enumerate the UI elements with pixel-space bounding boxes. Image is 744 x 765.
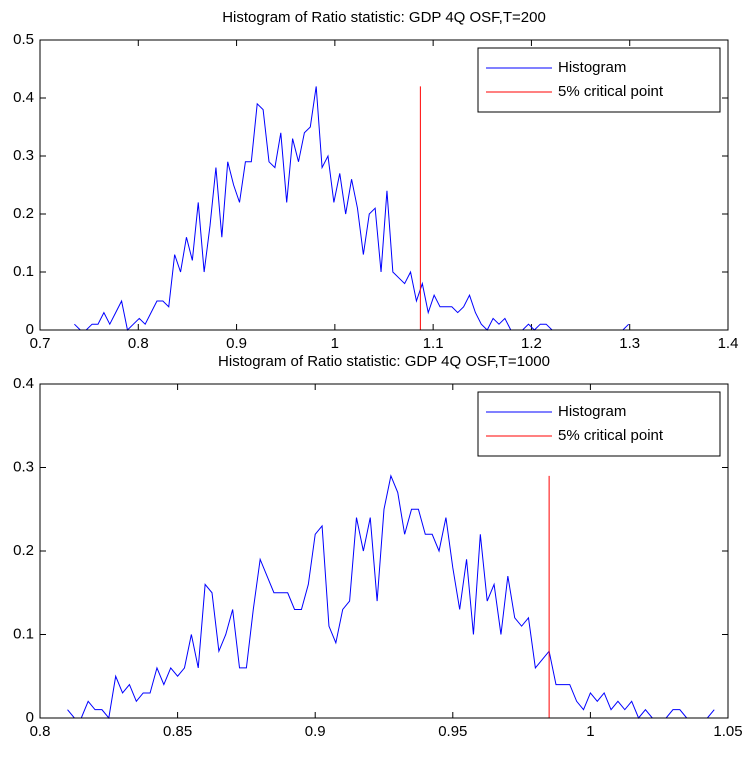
- y-tick-label: 0.4: [13, 375, 34, 392]
- axes-box: [39, 39, 729, 331]
- data-line: [67, 474, 715, 720]
- data-line: [74, 86, 630, 332]
- y-tick-label: 0.1: [13, 625, 34, 642]
- x-tick-label: 1.4: [718, 335, 739, 352]
- legend-label: Histogram: [558, 403, 626, 420]
- x-tick-label: 1: [586, 723, 594, 740]
- x-tick-label: 0.8: [128, 335, 149, 352]
- legend-box: [477, 47, 721, 113]
- y-tick-label: 0: [26, 709, 34, 726]
- legend-label: 5% critical point: [558, 83, 664, 100]
- y-tick-label: 0: [26, 321, 34, 338]
- y-tick-label: 0.2: [13, 542, 34, 559]
- legend-label: Histogram: [558, 59, 626, 76]
- chart-title: Histogram of Ratio statistic: GDP 4Q OSF…: [218, 353, 550, 370]
- x-tick-label: 0.9: [226, 335, 247, 352]
- x-tick-label: 0.7: [30, 335, 51, 352]
- x-tick-label: 1.3: [619, 335, 640, 352]
- y-tick-label: 0.3: [13, 458, 34, 475]
- x-tick-label: 0.95: [438, 723, 467, 740]
- x-tick-label: 1: [331, 335, 339, 352]
- x-tick-label: 1.2: [521, 335, 542, 352]
- x-tick-label: 1.05: [713, 723, 742, 740]
- y-tick-label: 0.1: [13, 263, 34, 280]
- legend: Histogram 5% critical point: [477, 391, 721, 457]
- axes-box: [39, 383, 729, 719]
- y-tick-label: 0.5: [13, 31, 34, 48]
- legend: Histogram 5% critical point: [477, 47, 721, 113]
- y-tick-label: 0.2: [13, 205, 34, 222]
- x-tick-label: 0.8: [30, 723, 51, 740]
- x-tick-label: 0.85: [163, 723, 192, 740]
- chart-title: Histogram of Ratio statistic: GDP 4Q OSF…: [222, 9, 546, 26]
- legend-box: [477, 391, 721, 457]
- subplot: Histogram of Ratio statistic: GDP 4Q OSF…: [13, 353, 742, 740]
- x-tick-label: 1.1: [423, 335, 444, 352]
- y-tick-label: 0.3: [13, 147, 34, 164]
- legend-label: 5% critical point: [558, 427, 664, 444]
- y-tick-label: 0.4: [13, 89, 34, 106]
- subplot: Histogram of Ratio statistic: GDP 4Q OSF…: [13, 9, 738, 352]
- x-tick-label: 0.9: [305, 723, 326, 740]
